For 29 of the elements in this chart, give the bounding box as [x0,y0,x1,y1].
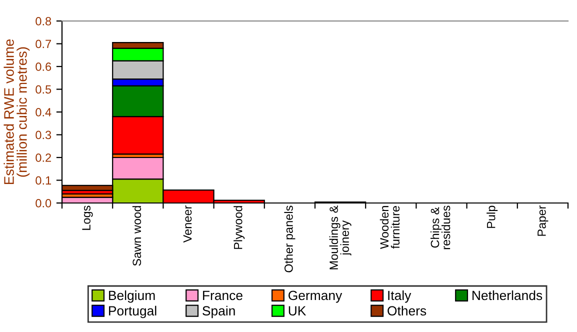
y-tick-label: 0.3 [36,130,52,140]
x-tick-label: Veneer [183,205,192,243]
x-tick-label: Sawn wood [132,206,142,266]
y-tick-label: 0.5 [36,85,52,94]
x-tick-label: Wooden furniture [380,206,400,249]
legend-label: Others [388,306,426,316]
y-tick-label: 0.2 [36,154,51,162]
x-tick-label: Chips & residues [430,206,450,250]
x-tick-label: Paper [538,205,548,236]
legend-label: Netherlands [472,290,542,300]
legend-label: Belgium [109,290,155,303]
legend-label: France [203,290,242,300]
x-tick-label: Plywood [234,206,245,249]
x-tick-label: Other panels [284,206,296,272]
legend-label: UK [288,306,306,316]
x-tick-label: Pulp [486,206,498,228]
y-tick-label: 0.7 [36,40,51,48]
legend-label: Spain [202,306,235,318]
legend-label: Italy [388,290,412,303]
y-tick-label: 0.6 [36,62,52,71]
legend-label: Germany [288,290,342,303]
y-tick-label: 0.0 [36,199,52,208]
y-tick-label: 0.8 [36,17,52,26]
x-tick-label: Mouldings & joinery [329,205,352,270]
y-tick-label: 0.1 [36,176,52,185]
y-axis-title: Estimated RWE volume (million cubic metres) [4,39,30,184]
x-tick-label: Logs [82,206,93,230]
legend-label: Portugal [109,306,156,318]
y-tick-label: 0.4 [36,108,52,116]
